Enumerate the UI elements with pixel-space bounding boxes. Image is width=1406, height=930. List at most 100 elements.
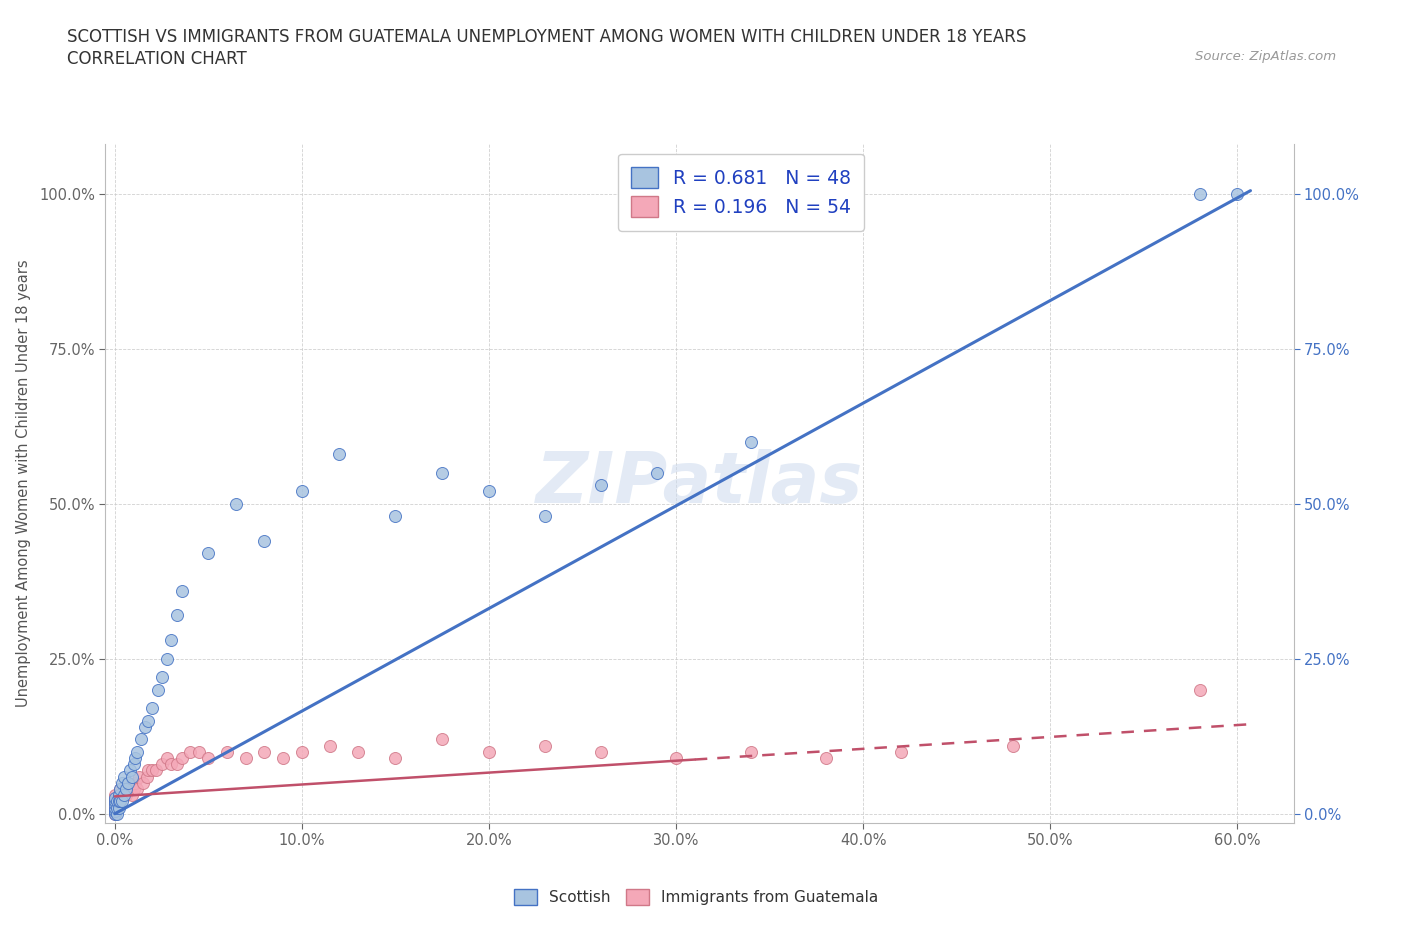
Point <box>104 800 127 815</box>
Point <box>253 744 276 759</box>
Point <box>115 788 138 803</box>
Point <box>104 800 127 815</box>
Point <box>127 744 149 759</box>
Point <box>117 776 139 790</box>
Point <box>104 797 127 812</box>
Point <box>1001 738 1024 753</box>
Point <box>104 804 127 818</box>
Point <box>105 800 128 815</box>
Point <box>591 478 613 493</box>
Point <box>179 744 201 759</box>
Point <box>104 788 127 803</box>
Point <box>105 806 128 821</box>
Point <box>110 781 132 796</box>
Point <box>104 806 127 821</box>
Point <box>215 744 238 759</box>
Point <box>104 794 127 809</box>
Point <box>122 757 145 772</box>
Point <box>647 465 669 480</box>
Text: CORRELATION CHART: CORRELATION CHART <box>67 50 247 68</box>
Point <box>328 446 350 461</box>
Point <box>141 701 163 716</box>
Point <box>225 497 247 512</box>
Point <box>1188 186 1211 201</box>
Point <box>160 632 183 647</box>
Point <box>138 763 160 777</box>
Point <box>111 794 134 809</box>
Point <box>104 790 127 805</box>
Point <box>118 763 141 777</box>
Point <box>132 776 155 790</box>
Point <box>107 794 129 809</box>
Point <box>124 751 146 765</box>
Point <box>197 751 219 765</box>
Point <box>253 534 276 549</box>
Point <box>1188 683 1211 698</box>
Point <box>432 732 454 747</box>
Point <box>146 683 169 698</box>
Point <box>235 751 257 765</box>
Point <box>111 788 134 803</box>
Point <box>110 794 132 809</box>
Point <box>478 484 501 498</box>
Point <box>112 788 135 803</box>
Text: SCOTTISH VS IMMIGRANTS FROM GUATEMALA UNEMPLOYMENT AMONG WOMEN WITH CHILDREN UND: SCOTTISH VS IMMIGRANTS FROM GUATEMALA UN… <box>67 28 1026 46</box>
Point <box>107 800 129 815</box>
Point <box>117 776 139 790</box>
Point <box>347 744 370 759</box>
Point <box>112 769 135 784</box>
Point <box>134 720 156 735</box>
Point <box>665 751 688 765</box>
Point <box>110 794 132 809</box>
Point <box>534 738 557 753</box>
Point <box>104 797 127 812</box>
Point <box>127 781 149 796</box>
Text: ZIPatlas: ZIPatlas <box>536 449 863 518</box>
Point <box>291 744 314 759</box>
Point <box>534 509 557 524</box>
Point <box>107 788 129 803</box>
Point <box>814 751 837 765</box>
Point <box>112 781 135 796</box>
Point <box>432 465 454 480</box>
Point <box>107 788 129 803</box>
Point <box>890 744 912 759</box>
Point <box>166 608 188 623</box>
Point <box>104 790 127 805</box>
Legend: Scottish, Immigrants from Guatemala: Scottish, Immigrants from Guatemala <box>508 883 884 911</box>
Point <box>105 794 128 809</box>
Y-axis label: Unemployment Among Women with Children Under 18 years: Unemployment Among Women with Children U… <box>15 259 31 708</box>
Point <box>118 781 141 796</box>
Point <box>124 776 146 790</box>
Point <box>121 769 143 784</box>
Point <box>150 757 173 772</box>
Legend: R = 0.681   N = 48, R = 0.196   N = 54: R = 0.681 N = 48, R = 0.196 N = 54 <box>619 153 863 231</box>
Point <box>166 757 188 772</box>
Point <box>104 806 127 821</box>
Point <box>150 670 173 684</box>
Point <box>104 794 127 809</box>
Point <box>1226 186 1249 201</box>
Point <box>107 794 129 809</box>
Text: Source: ZipAtlas.com: Source: ZipAtlas.com <box>1195 50 1336 63</box>
Point <box>319 738 342 753</box>
Point <box>111 776 134 790</box>
Point <box>129 732 152 747</box>
Point <box>291 484 314 498</box>
Point <box>160 757 183 772</box>
Point <box>145 763 167 777</box>
Point <box>135 769 157 784</box>
Point <box>104 804 127 818</box>
Point <box>188 744 211 759</box>
Point <box>121 788 143 803</box>
Point <box>740 434 762 449</box>
Point <box>478 744 501 759</box>
Point <box>384 509 406 524</box>
Point <box>172 583 194 598</box>
Point <box>591 744 613 759</box>
Point <box>122 781 145 796</box>
Point <box>740 744 762 759</box>
Point <box>384 751 406 765</box>
Point <box>172 751 194 765</box>
Point <box>156 751 179 765</box>
